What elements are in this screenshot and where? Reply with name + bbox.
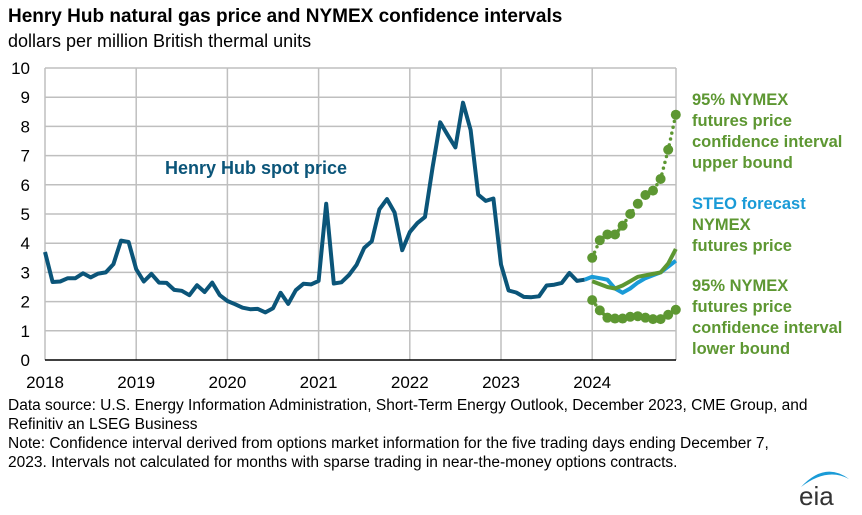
upper-bound-series-marker <box>632 198 643 209</box>
lower-bound-series-marker <box>663 309 674 320</box>
x-tick-label: 2020 <box>208 373 246 392</box>
lower-bound-series-marker <box>655 314 666 325</box>
y-tick-label: 8 <box>21 117 30 136</box>
x-tick-label: 2022 <box>391 373 429 392</box>
lower-bound-series-marker <box>602 312 613 323</box>
data-source: Data source: U.S. Energy Information Adm… <box>8 397 808 433</box>
lower-bound-series-marker <box>594 305 605 316</box>
y-tick-label: 6 <box>21 176 30 195</box>
y-tick-label: 2 <box>21 293 30 312</box>
y-tick-label: 7 <box>21 147 30 166</box>
upper-bound-label: 95% NYMEX futures price confidence interva… <box>692 91 843 172</box>
chart-title: Henry Hub natural gas price and NYMEX co… <box>8 6 563 27</box>
lower-bound-series-marker <box>640 312 651 323</box>
x-tick-label: 2021 <box>300 373 338 392</box>
spot-price-label: Henry Hub spot price <box>165 158 348 178</box>
y-tick-label: 10 <box>11 59 30 78</box>
upper-bound-series-marker <box>617 220 628 231</box>
lower-bound-series-marker <box>617 313 628 324</box>
nymex-futures-line <box>591 248 678 291</box>
upper-bound-series-marker <box>648 185 658 196</box>
chart-notes: Data source: U.S. Energy Information Adm… <box>8 396 808 472</box>
x-tick-label: 2018 <box>26 373 64 392</box>
upper-bound-series-marker <box>594 235 605 246</box>
upper-bound-series-marker <box>625 209 636 219</box>
y-tick-label: 0 <box>21 351 30 370</box>
upper-bound-series-marker <box>670 109 681 120</box>
upper-bound-series-marker <box>610 229 620 240</box>
y-tick-label: 3 <box>21 263 30 282</box>
chart-subtitle: dollars per million British thermal unit… <box>8 31 312 51</box>
note: Note: Confidence interval derived from o… <box>8 435 769 471</box>
lower-bound-series-marker <box>587 295 598 306</box>
eia-logo: eia <box>795 465 855 515</box>
lower-bound-series-marker <box>610 313 620 324</box>
upper-bound-series-marker <box>640 190 651 201</box>
lower-bound-series-marker <box>632 311 643 322</box>
chart: 0 1 2 3 4 5 6 7 8 9 10 2018 2019 2020 2021 2022 2023 2024 <box>11 59 681 392</box>
upper-bound-series-marker <box>602 229 613 240</box>
steo-forecast-line <box>583 259 678 295</box>
lower-bound-series-marker <box>625 311 636 322</box>
x-tick-label: 2024 <box>573 373 611 392</box>
lower-bound-label: 95% NYMEX futures price confidence interva… <box>692 277 843 358</box>
y-tick-label: 5 <box>21 205 30 224</box>
lower-bound-series-marker <box>648 314 658 325</box>
spot-price-line <box>43 100 585 315</box>
y-tick-label: 4 <box>21 234 30 253</box>
x-tick-label: 2019 <box>117 373 155 392</box>
y-tick-label: 1 <box>21 322 30 341</box>
svg-text:eia: eia <box>799 481 834 510</box>
forecast-label: STEO forecast NYMEX futures price <box>692 195 806 255</box>
upper-bound-series-marker <box>587 252 598 263</box>
upper-bound-series-marker <box>655 173 666 184</box>
upper-bound-series-marker <box>663 144 674 155</box>
lower-bound-series-marker <box>670 304 681 315</box>
x-tick-label: 2023 <box>482 373 520 392</box>
y-tick-label: 9 <box>21 88 30 107</box>
